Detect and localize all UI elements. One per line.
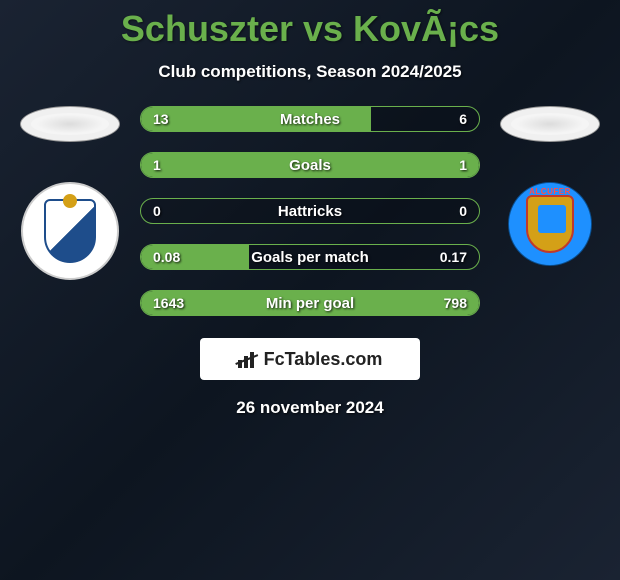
stat-bar: 0.08 Goals per match 0.17 bbox=[140, 244, 480, 270]
brand-badge[interactable]: FcTables.com bbox=[200, 338, 420, 380]
comparison-date: 26 november 2024 bbox=[0, 398, 620, 418]
stat-left-value: 0 bbox=[153, 203, 161, 219]
right-team-logo: ALCUFER bbox=[508, 182, 592, 266]
stat-label: Min per goal bbox=[266, 295, 354, 312]
stat-left-value: 1 bbox=[153, 157, 161, 173]
stat-right-value: 0 bbox=[459, 203, 467, 219]
stat-left-value: 13 bbox=[153, 111, 169, 127]
stat-right-value: 0.17 bbox=[440, 249, 467, 265]
stats-column: 13 Matches 6 1 Goals 1 0 Hattricks 0 0.08 Goals pe… bbox=[130, 106, 490, 316]
stat-left-value: 0.08 bbox=[153, 249, 180, 265]
left-country-flag bbox=[20, 106, 120, 142]
right-player-column: ALCUFER bbox=[490, 106, 610, 266]
stat-label: Hattricks bbox=[278, 203, 342, 220]
left-team-logo bbox=[21, 182, 119, 280]
stat-right-value: 1 bbox=[459, 157, 467, 173]
right-shield-icon bbox=[526, 195, 574, 253]
left-player-column bbox=[10, 106, 130, 280]
stat-bar: 1 Goals 1 bbox=[140, 152, 480, 178]
page-title: Schuszter vs KovÃ¡cs bbox=[0, 0, 620, 50]
stat-label: Goals per match bbox=[251, 249, 369, 266]
stat-right-value: 798 bbox=[444, 295, 467, 311]
stat-bar: 1643 Min per goal 798 bbox=[140, 290, 480, 316]
stat-label: Matches bbox=[280, 111, 340, 128]
comparison-row: 13 Matches 6 1 Goals 1 0 Hattricks 0 0.08 Goals pe… bbox=[0, 106, 620, 316]
stat-bar: 0 Hattricks 0 bbox=[140, 198, 480, 224]
bar-chart-icon bbox=[238, 350, 260, 368]
right-country-flag bbox=[500, 106, 600, 142]
brand-text: FcTables.com bbox=[264, 349, 383, 370]
stat-left-value: 1643 bbox=[153, 295, 184, 311]
left-shield-icon bbox=[44, 199, 96, 263]
stat-bar: 13 Matches 6 bbox=[140, 106, 480, 132]
stat-right-value: 6 bbox=[459, 111, 467, 127]
stat-label: Goals bbox=[289, 157, 331, 174]
page-subtitle: Club competitions, Season 2024/2025 bbox=[0, 62, 620, 82]
